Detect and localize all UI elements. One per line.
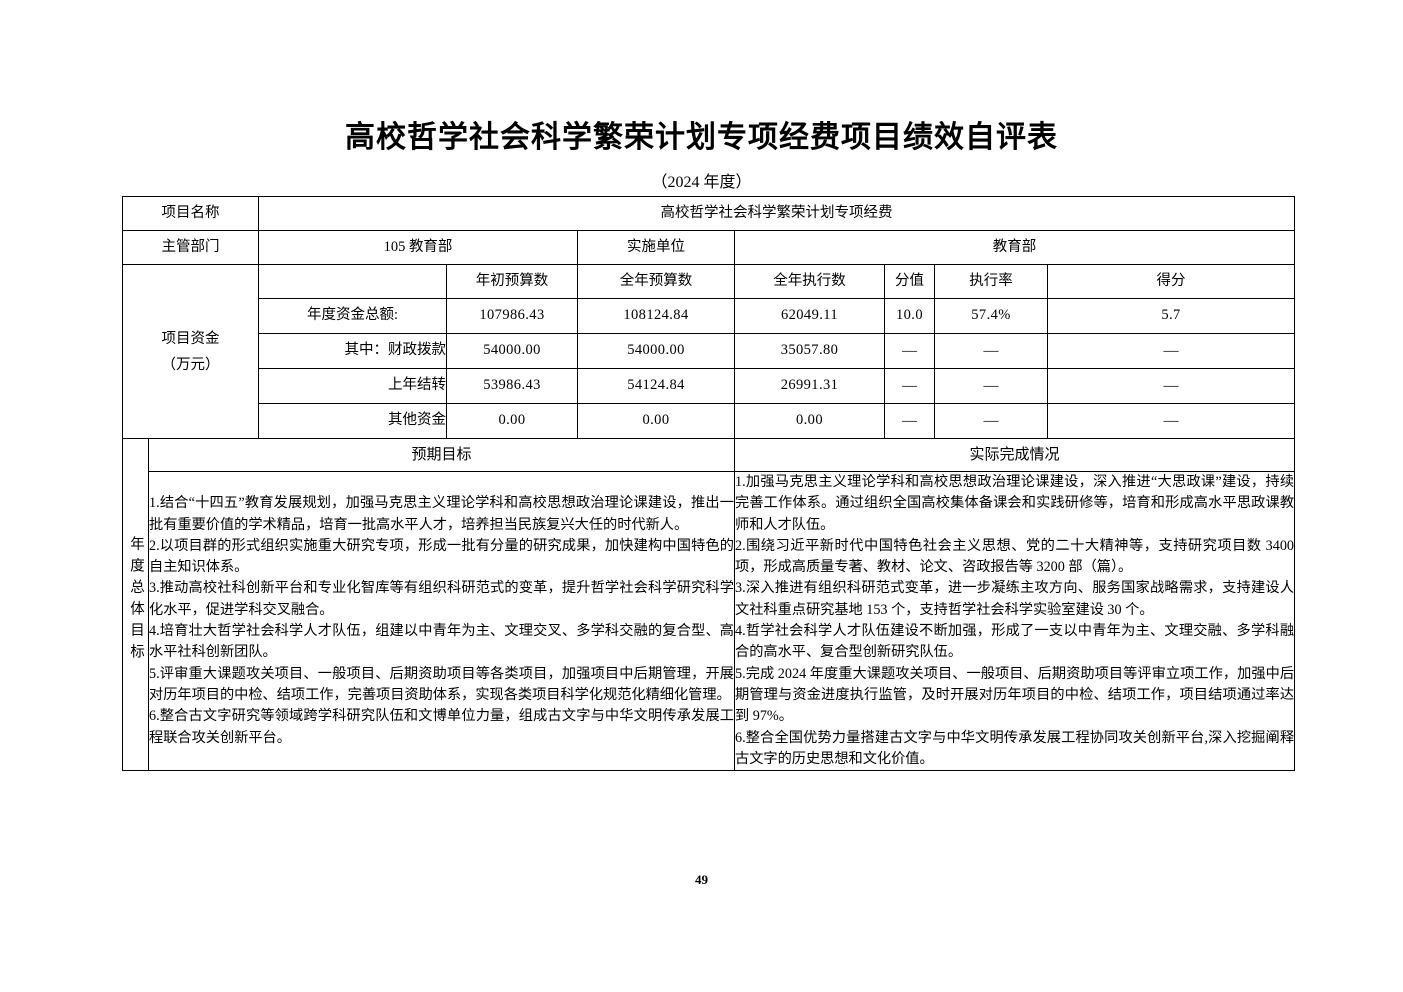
funds-carryover-begin-budget: 53986.43 [446,368,578,404]
funds-section-label: 项目资金 （万元） [122,264,259,439]
table-row-funds-carryover: 上年结转 53986.43 54124.84 26991.31 — — — [123,368,1296,404]
goals-actual-header: 实际完成情况 [733,438,1296,472]
funds-row-label-carryover: 上年结转 [258,368,447,404]
funds-other-score: — [1046,403,1296,439]
table-row-funds-fiscal: 其中：财政拨款 54000.00 54000.00 35057.80 — — — [123,333,1296,369]
funds-carryover-year-executed: 26991.31 [734,368,885,404]
funds-other-begin-budget: 0.00 [446,403,578,439]
actual-item: 5.完成 2024 年度重大课题攻关项目、一般项目、后期资助项目等评审立项工作，… [735,665,1295,725]
funds-fiscal-begin-budget: 54000.00 [446,333,578,369]
funds-row-label-fiscal: 其中：财政拨款 [258,333,447,369]
project-name-label: 项目名称 [122,196,259,231]
funds-header-begin-budget: 年初预算数 [446,264,578,299]
funds-fiscal-year-budget: 54000.00 [577,333,735,369]
funds-header-year-executed: 全年执行数 [734,264,885,299]
funds-total-begin-budget: 107986.43 [446,298,578,334]
funds-total-year-executed: 62049.11 [734,298,885,334]
actual-item: 1.加强马克思主义理论学科和高校思想政治理论课建设，深入推进“大思政课”建设，持… [735,474,1295,533]
goals-side-label: 年度总体目标 [122,437,149,772]
funds-carryover-score-value: — [884,368,935,404]
funds-header-blank [258,264,447,299]
expected-item: 3.推动高校社科创新平台和专业化智库等有组织科研范式的变革，提升哲学社会科学研究… [149,580,734,618]
table-row-department: 主管部门 105 教育部 实施单位 教育部 [122,230,1296,265]
funds-fiscal-year-executed: 35057.80 [734,333,885,369]
department-label: 主管部门 [122,230,259,265]
table-row-project-name: 项目名称 高校哲学社会科学繁荣计划专项经费 [122,196,1296,231]
actual-item: 6.整合全国优势力量搭建古文字与中华文明传承发展工程协同攻关创新平台,深入挖掘阐… [735,729,1295,767]
table-row-goals-body: 1.结合“十四五”教育发展规划，加强马克思主义理论学科和高校思想政治理论课建设，… [123,470,1296,772]
actual-item: 3.深入推进有组织科研范式变革，进一步凝练主攻方向、服务国家战略需求，支持建设人… [735,580,1295,618]
funds-total-score-value: 10.0 [884,298,935,334]
funds-other-year-executed: 0.00 [734,403,885,439]
goals-actual-content: 1.加强马克思主义理论学科和高校思想政治理论课建设，深入推进“大思政课”建设，持… [733,470,1296,772]
funds-section-label-line1: 项目资金 [161,330,220,347]
funds-carryover-year-budget: 54124.84 [577,368,735,404]
table-row-goals-header: 年度总体目标 预期目标 实际完成情况 [122,437,1296,772]
table-row-funds-total: 年度资金总额: 107986.43 108124.84 62049.11 10.… [123,298,1296,334]
expected-item: 4.培育壮大哲学社会科学人才队伍，组建以中青年为主、文理交叉、多学科交融的复合型… [149,623,734,661]
funds-carryover-score: — [1046,368,1296,404]
expected-item: 5.评审重大课题攻关项目、一般项目、后期资助项目等各类项目，加强项目中后期管理，… [149,665,734,703]
goals-expected-content: 1.结合“十四五”教育发展规划，加强马克思主义理论学科和高校思想政治理论课建设，… [148,470,735,772]
funds-other-execution-rate: — [934,403,1048,439]
funds-header-execution-rate: 执行率 [934,264,1048,299]
funds-carryover-execution-rate: — [934,368,1048,404]
expected-item: 6.整合古文字研究等领域跨学科研究队伍和文博单位力量，组成古文字与中华文明传承发… [149,708,734,746]
funds-fiscal-score-value: — [884,333,935,369]
page-number: 49 [695,872,708,887]
performance-self-assessment-table: 项目名称 高校哲学社会科学繁荣计划专项经费 主管部门 105 教育部 实施单位 … [122,196,1296,772]
page-subtitle: （2024 年度） [651,174,752,191]
funds-total-year-budget: 108124.84 [577,298,735,334]
unit-label: 实施单位 [577,230,735,265]
funds-header-score-value: 分值 [884,264,935,299]
actual-item: 4.哲学社会科学人才队伍建设不断加强，形成了一支以中青年为主、文理交融、多学科融… [735,623,1295,661]
funds-other-year-budget: 0.00 [577,403,735,439]
funds-row-label-total: 年度资金总额: [258,298,447,334]
funds-total-score: 5.7 [1046,298,1296,334]
funds-fiscal-execution-rate: — [934,333,1048,369]
funds-row-label-other: 其他资金 [258,403,447,439]
expected-item: 1.结合“十四五”教育发展规划，加强马克思主义理论学科和高校思想政治理论课建设，… [149,495,734,533]
funds-fiscal-score: — [1046,333,1296,369]
goals-side-label-text: 年度总体目标 [128,536,144,666]
funds-header-score: 得分 [1046,264,1296,299]
table-row-funds-header: 项目资金 （万元） 年初预算数 全年预算数 全年执行数 分值 执行率 得分 [122,264,1296,439]
funds-header-year-budget: 全年预算数 [577,264,735,299]
page-title: 高校哲学社会科学繁荣计划专项经费项目绩效自评表 [345,121,1058,154]
department-value: 105 教育部 [258,230,578,265]
actual-item: 2.围绕习近平新时代中国特色社会主义思想、党的二十大精神等，支持研究项目数 34… [735,537,1295,576]
funds-other-score-value: — [884,403,935,439]
unit-value: 教育部 [733,230,1296,265]
funds-section-label-line2: （万元） [161,356,220,373]
expected-item: 2.以项目群的形式组织实施重大研究专项，形成一批有分量的研究成果，加快建构中国特… [149,537,734,576]
goals-expected-header: 预期目标 [148,438,735,472]
project-name-value: 高校哲学社会科学繁荣计划专项经费 [257,196,1296,231]
table-row-funds-other: 其他资金 0.00 0.00 0.00 — — — [123,403,1296,439]
funds-total-execution-rate: 57.4% [934,298,1048,334]
